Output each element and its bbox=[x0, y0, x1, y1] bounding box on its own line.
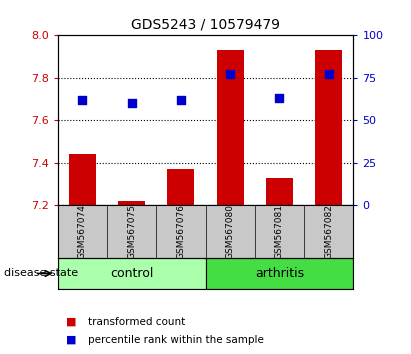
Bar bbox=[315, 50, 342, 205]
Bar bbox=[167, 169, 194, 205]
Bar bbox=[266, 178, 293, 205]
Text: disease state: disease state bbox=[4, 268, 78, 279]
Point bbox=[178, 97, 184, 103]
Text: GSM567076: GSM567076 bbox=[176, 204, 185, 259]
Point bbox=[79, 97, 85, 103]
Point bbox=[326, 72, 332, 77]
Bar bbox=[118, 201, 145, 205]
Text: percentile rank within the sample: percentile rank within the sample bbox=[88, 335, 264, 345]
Text: transformed count: transformed count bbox=[88, 317, 186, 327]
Bar bbox=[206, 258, 353, 289]
Point bbox=[128, 101, 135, 106]
Text: GSM567082: GSM567082 bbox=[324, 204, 333, 259]
Text: GSM567075: GSM567075 bbox=[127, 204, 136, 259]
Bar bbox=[58, 258, 206, 289]
Text: ■: ■ bbox=[66, 317, 76, 327]
Point bbox=[227, 72, 233, 77]
Title: GDS5243 / 10579479: GDS5243 / 10579479 bbox=[131, 17, 280, 32]
Text: arthritis: arthritis bbox=[255, 267, 304, 280]
Text: GSM567080: GSM567080 bbox=[226, 204, 235, 259]
Bar bbox=[217, 50, 244, 205]
Text: GSM567081: GSM567081 bbox=[275, 204, 284, 259]
Text: ■: ■ bbox=[66, 335, 76, 345]
Point bbox=[276, 96, 283, 101]
Text: GSM567074: GSM567074 bbox=[78, 204, 87, 259]
Text: control: control bbox=[110, 267, 153, 280]
Bar bbox=[69, 154, 96, 205]
